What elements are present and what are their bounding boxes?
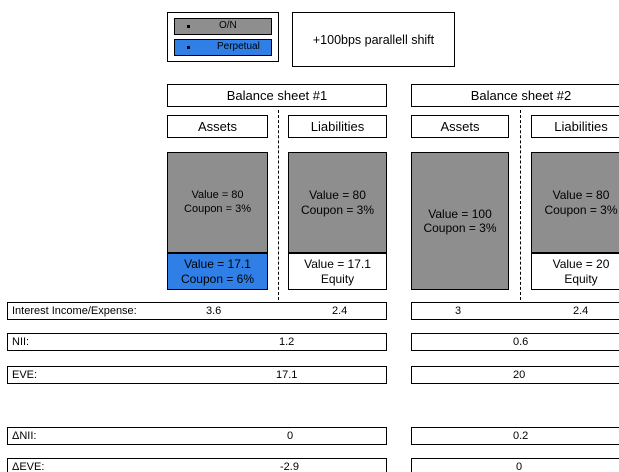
bs1-asset-perp-value: Value = 17.1 [184, 257, 251, 272]
bs1-title-text: Balance sheet #1 [226, 88, 328, 103]
bs1-liabilities-label: Liabilities [310, 119, 365, 134]
legend-on-swatch: O/N [174, 18, 272, 35]
delta-nii-row-bs2: 0.2 [411, 427, 619, 445]
delta-nii-row-bs1: ΔNII: 0 [7, 427, 387, 445]
legend-perpetual-label: Perpetual [217, 41, 260, 52]
bs1-liabilities-header: Liabilities [288, 115, 387, 138]
legend-box: O/N Perpetual [167, 12, 279, 62]
bullet-icon [187, 46, 190, 49]
bs1-equity-label: Equity [320, 271, 355, 286]
nii-bs2-value: 0.6 [513, 336, 529, 348]
bs2-liabilities-label: Liabilities [554, 119, 608, 134]
legend-perpetual-swatch: Perpetual [174, 39, 272, 56]
bs1-assets-header: Assets [167, 115, 268, 138]
eve-bs1-value: 17.1 [276, 369, 298, 381]
delta-eve-label: ΔEVE: [12, 461, 45, 472]
interest-bs1-expense: 2.4 [332, 305, 348, 317]
bs2-asset-value: Value = 100 [428, 206, 492, 221]
interest-label: Interest Income/Expense: [12, 305, 137, 317]
interest-bs2-expense: 2.4 [573, 305, 589, 317]
bs2-liability-block: Value = 80 Coupon = 3% [531, 152, 619, 253]
bs2-liab-value: Value = 80 [552, 188, 610, 203]
delta-eve-bs1-value: -2.9 [280, 461, 299, 472]
delta-eve-row-bs2: 0 [411, 458, 619, 472]
bs2-title: Balance sheet #2 [411, 84, 619, 107]
bs1-liability-block: Value = 80 Coupon = 3% [288, 152, 387, 253]
eve-row-bs2: 20 [411, 366, 619, 384]
interest-bs2-income: 3 [455, 305, 462, 317]
nii-row-bs2: 0.6 [411, 333, 619, 351]
interest-row-bs2: 3 2.4 [411, 302, 619, 320]
bs1-liab-coupon: Coupon = 3% [300, 202, 375, 217]
bs1-equity-value: Value = 17.1 [304, 257, 371, 272]
bs2-liabilities-header: Liabilities [531, 115, 619, 138]
bs2-title-text: Balance sheet #2 [470, 88, 572, 103]
shift-label: +100bps parallell shift [312, 32, 435, 47]
bs1-asset-on-value: Value = 80 [191, 189, 244, 202]
legend-on-label: O/N [219, 20, 237, 31]
bs2-equity-label: Equity [564, 271, 598, 286]
delta-nii-bs2-value: 0.2 [513, 430, 529, 442]
delta-eve-bs2-value: 0 [516, 461, 523, 472]
bs1-assets-label: Assets [197, 119, 237, 134]
bs2-equity-block: Value = 20 Equity [531, 253, 619, 290]
bs2-liab-coupon: Coupon = 3% [544, 202, 618, 217]
eve-row-bs1: EVE: 17.1 [7, 366, 387, 384]
bs2-assets-label: Assets [440, 119, 480, 134]
interest-row-bs1: Interest Income/Expense: 3.6 2.4 [7, 302, 387, 320]
bs2-asset-coupon: Coupon = 3% [423, 221, 497, 235]
delta-eve-row-bs1: ΔEVE: -2.9 [7, 458, 387, 472]
bs1-equity-block: Value = 17.1 Equity [288, 253, 387, 290]
nii-label: NII: [12, 336, 30, 348]
bs1-divider [278, 110, 279, 300]
bs2-equity-value: Value = 20 [552, 257, 610, 272]
bs1-asset-on-block: Value = 80 Coupon = 3% [167, 152, 268, 253]
bs1-asset-on-coupon: Coupon = 3% [184, 202, 251, 215]
bs1-title: Balance sheet #1 [167, 84, 387, 107]
bs1-asset-perp-coupon: Coupon = 6% [180, 271, 255, 286]
eve-label: EVE: [12, 369, 38, 381]
nii-row-bs1: NII: 1.2 [7, 333, 387, 351]
shift-label-box: +100bps parallell shift [292, 12, 455, 67]
delta-nii-bs1-value: 0 [287, 430, 294, 442]
bs2-divider [520, 110, 521, 300]
eve-bs2-value: 20 [513, 369, 526, 381]
bs2-assets-header: Assets [411, 115, 509, 138]
delta-nii-label: ΔNII: [12, 430, 37, 442]
bs1-liab-value: Value = 80 [309, 188, 366, 203]
nii-bs1-value: 1.2 [279, 336, 295, 348]
bullet-icon [187, 25, 190, 28]
bs2-asset-block: Value = 100 Coupon = 3% [411, 152, 509, 290]
bs1-asset-perpetual-block: Value = 17.1 Coupon = 6% [167, 253, 268, 290]
interest-bs1-income: 3.6 [206, 305, 222, 317]
